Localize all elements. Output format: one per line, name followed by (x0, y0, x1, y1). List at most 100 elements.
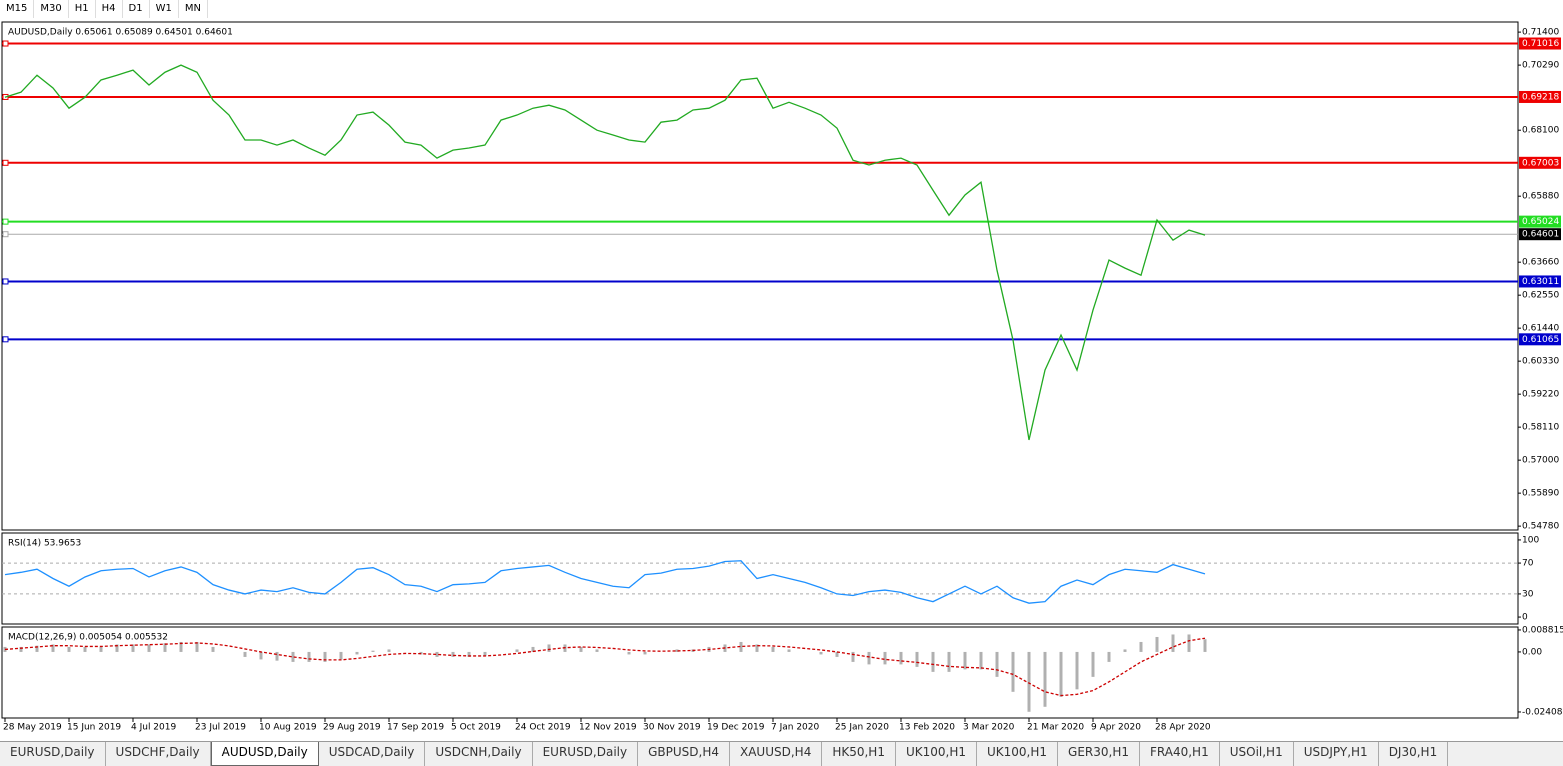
macd-bar (1075, 651, 1079, 690)
x-tick-label: 23 Jul 2019 (195, 723, 246, 733)
symbol-tabs: EURUSD,Daily USDCHF,Daily AUDUSD,Daily USDC… (0, 741, 1563, 766)
y-tick-label: 0.61440 (1522, 324, 1559, 334)
macd-bar (819, 651, 823, 655)
symbol-tab[interactable]: UK100,H1 (977, 742, 1059, 766)
macd-bar (1059, 651, 1063, 697)
macd-bar (99, 646, 103, 652)
y-tick-label: 0.55890 (1522, 489, 1559, 499)
symbol-tab[interactable]: USOil,H1 (1220, 742, 1294, 766)
macd-bar (1203, 639, 1207, 652)
macd-bar (755, 644, 759, 652)
symbol-tab[interactable]: XAUUSD,H4 (730, 742, 823, 766)
y-tick-label: 30 (1522, 589, 1534, 599)
macd-bar (1011, 651, 1015, 692)
macd-bar (947, 651, 951, 672)
macd-bar (483, 651, 487, 656)
macd-bar (771, 646, 775, 652)
symbol-tab[interactable]: AUDUSD,Daily (210, 742, 319, 766)
y-tick-label: 0.008815 (1522, 625, 1563, 635)
symbol-tab[interactable]: UK100,H1 (896, 742, 977, 766)
price-line (4, 560, 1206, 604)
timeframe-button[interactable]: MN (179, 0, 208, 18)
symbol-tab[interactable]: EURUSD,Daily (0, 742, 106, 766)
macd-bar (1123, 649, 1127, 652)
rsi-panel (1, 532, 1519, 625)
x-tick-label: 28 May 2019 (3, 723, 62, 733)
level-price-box (1519, 156, 1561, 169)
macd-bar (387, 649, 391, 652)
timeframe-toolbar: M15 M30 H1 H4 D1 W1 MN (0, 0, 208, 18)
timeframe-button[interactable]: D1 (123, 0, 150, 18)
macd-bar (19, 646, 23, 652)
macd-bar (627, 651, 631, 655)
macd-bar (83, 646, 87, 652)
y-tick-label: 0.71400 (1522, 28, 1559, 38)
symbol-tab[interactable]: USDCHF,Daily (106, 742, 211, 766)
price-line (4, 637, 1206, 697)
macd-bar (131, 644, 135, 652)
y-tick-label: -0.024082 (1522, 707, 1563, 717)
macd-bar (915, 651, 919, 667)
y-tick-label: 0.70290 (1522, 61, 1559, 71)
chart-area: 0.71016 0.69218 0.67003 0.65024 0.64601 0.630… (1, 21, 1563, 733)
symbol-tab[interactable]: USDCNH,Daily (425, 742, 533, 766)
level-marker (2, 159, 9, 166)
panel-title: AUDUSD,Daily 0.65061 0.65089 0.64501 0.6… (8, 28, 233, 38)
macd-bar (147, 644, 151, 652)
symbol-tab[interactable]: GBPUSD,H4 (638, 742, 730, 766)
macd-bar (515, 649, 519, 652)
level-price-label: 0.71016 (1522, 39, 1559, 49)
timeframe-button[interactable]: W1 (150, 0, 179, 18)
y-tick-label: 0.68100 (1522, 126, 1559, 136)
symbol-tab[interactable]: EURUSD,Daily (533, 742, 639, 766)
macd-bar (547, 644, 551, 652)
macd-bar (339, 651, 343, 660)
macd-bar (979, 651, 983, 670)
macd-bar (371, 650, 375, 652)
x-tick-label: 5 Oct 2019 (451, 723, 501, 733)
x-tick-label: 24 Oct 2019 (515, 723, 571, 733)
macd-bar (275, 651, 279, 661)
timeframe-button[interactable]: H1 (69, 0, 96, 18)
macd-bar (1107, 651, 1111, 662)
timeframe-button[interactable]: M30 (34, 0, 69, 18)
symbol-tab[interactable]: HK50,H1 (822, 742, 896, 766)
symbol-tab[interactable]: DJ30,H1 (1379, 742, 1449, 766)
macd-bar (323, 651, 327, 662)
y-tick-label: 0.62550 (1522, 291, 1559, 301)
timeframe-button[interactable]: M15 (0, 0, 35, 18)
symbol-tab[interactable]: FRA40,H1 (1140, 742, 1220, 766)
macd-bar (1139, 641, 1143, 652)
macd-bar (51, 644, 55, 652)
panel-title: MACD(12,26,9) 0.005054 0.005532 (8, 633, 168, 643)
x-tick-label: 19 Dec 2019 (707, 723, 765, 733)
level-marker (2, 336, 9, 343)
level-marker (2, 231, 9, 238)
macd-bar (595, 649, 599, 652)
panel-title: RSI(14) 53.9653 (8, 539, 81, 549)
symbol-tab[interactable]: USDJPY,H1 (1294, 742, 1379, 766)
x-tick-label: 3 Mar 2020 (963, 723, 1015, 733)
level-marker (2, 278, 9, 285)
macd-bar (211, 646, 215, 652)
macd-bar (467, 651, 471, 657)
macd-bar (1091, 651, 1095, 677)
level-price-box (1519, 228, 1561, 241)
macd-panel (1, 626, 1519, 719)
symbol-tab[interactable]: USDCAD,Daily (319, 742, 426, 766)
level-price-box (1519, 90, 1561, 103)
y-tick-label: 0.60330 (1522, 357, 1559, 367)
y-tick-label: 70 (1522, 559, 1534, 569)
macd-bar (851, 651, 855, 662)
x-tick-label: 7 Jan 2020 (771, 723, 819, 733)
macd-bar (355, 651, 359, 655)
level-price-label: 0.63011 (1522, 277, 1559, 287)
x-tick-label: 29 Aug 2019 (323, 723, 381, 733)
x-tick-label: 9 Apr 2020 (1091, 723, 1141, 733)
timeframe-button[interactable]: H4 (96, 0, 123, 18)
x-tick-label: 10 Aug 2019 (259, 723, 317, 733)
macd-bar (787, 649, 791, 652)
y-tick-label: 0.58110 (1522, 423, 1559, 433)
macd-bar (867, 651, 871, 665)
symbol-tab[interactable]: GER30,H1 (1058, 742, 1140, 766)
